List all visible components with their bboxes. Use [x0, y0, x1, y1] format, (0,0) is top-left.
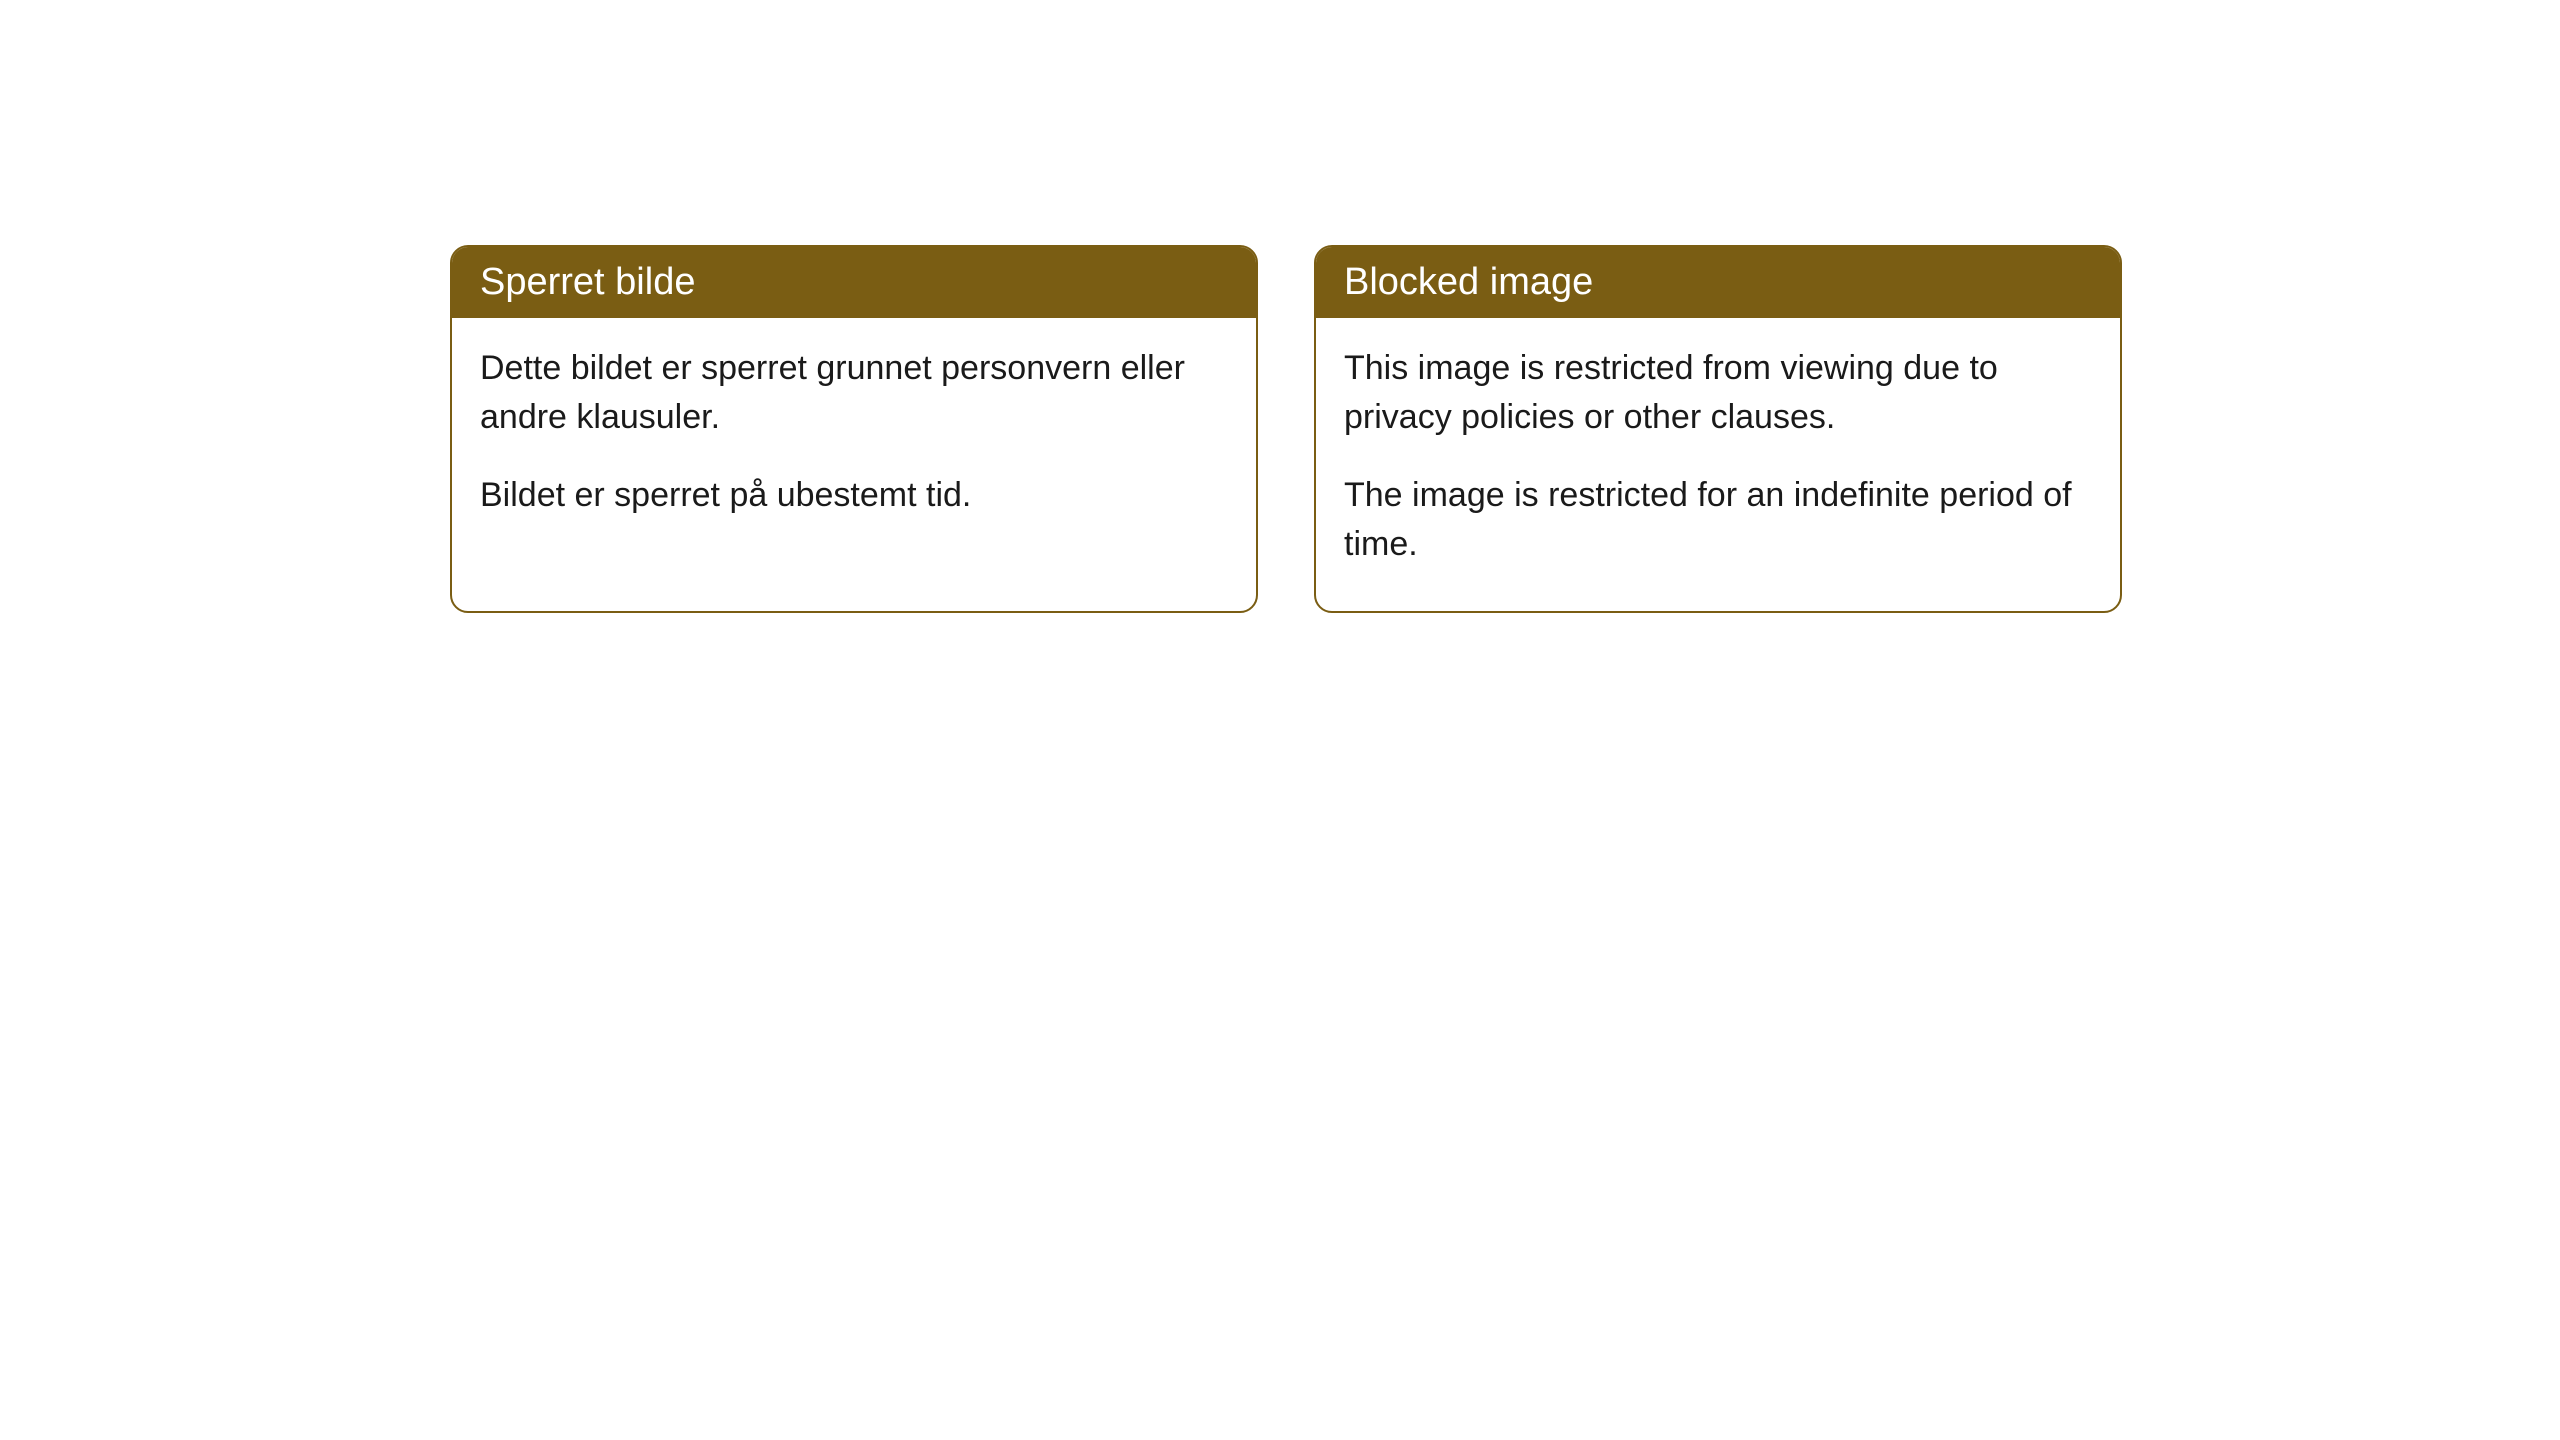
card-body-english: This image is restricted from viewing du… — [1316, 318, 2120, 611]
blocked-image-card-norwegian: Sperret bilde Dette bildet er sperret gr… — [450, 245, 1258, 613]
card-paragraph: Bildet er sperret på ubestemt tid. — [480, 471, 1228, 520]
card-title-english: Blocked image — [1316, 247, 2120, 318]
blocked-image-card-english: Blocked image This image is restricted f… — [1314, 245, 2122, 613]
notice-cards-container: Sperret bilde Dette bildet er sperret gr… — [450, 245, 2560, 613]
card-paragraph: The image is restricted for an indefinit… — [1344, 471, 2092, 570]
card-title-norwegian: Sperret bilde — [452, 247, 1256, 318]
card-paragraph: Dette bildet er sperret grunnet personve… — [480, 344, 1228, 443]
card-body-norwegian: Dette bildet er sperret grunnet personve… — [452, 318, 1256, 562]
card-paragraph: This image is restricted from viewing du… — [1344, 344, 2092, 443]
